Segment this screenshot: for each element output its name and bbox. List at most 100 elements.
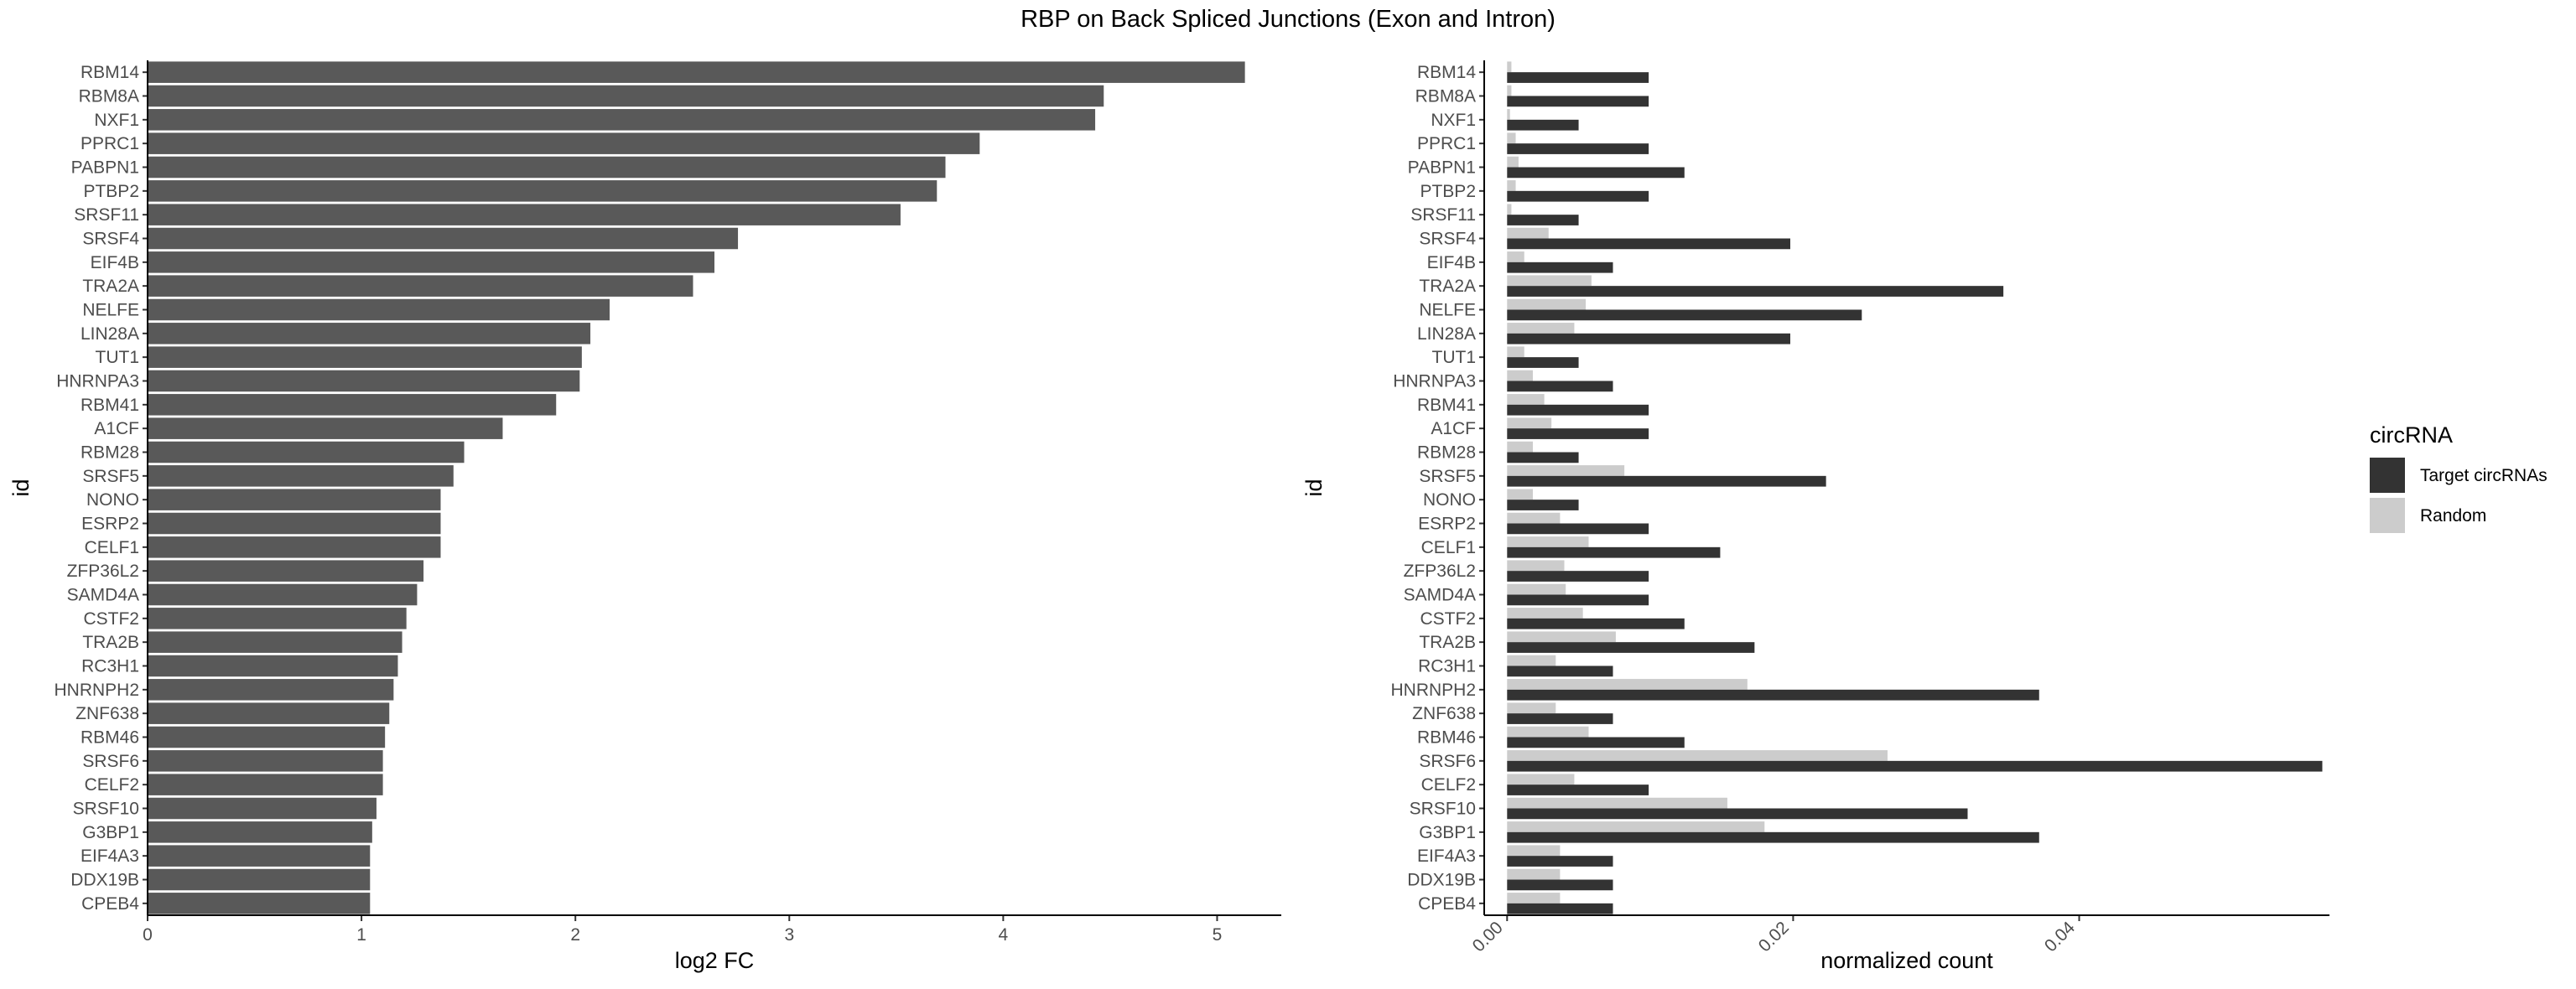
x-tick-label-0-04: 0.04 bbox=[2041, 918, 2079, 955]
x-tick-label-0: 0 bbox=[143, 925, 153, 945]
x-tick-label-4: 4 bbox=[999, 925, 1009, 945]
x-tick-label-0-02: 0.02 bbox=[1755, 918, 1793, 955]
bar-random-ptbp2 bbox=[1507, 180, 1516, 191]
bar-random-hnrnph2 bbox=[1507, 679, 1748, 690]
bar-target-rc3h1 bbox=[1507, 665, 1613, 677]
y-tick-label-srsf10: SRSF10 bbox=[73, 800, 139, 819]
bar-random-zfp36l2 bbox=[1507, 560, 1565, 572]
left-y-axis-title: id bbox=[8, 479, 34, 496]
y-tick-label-srsf6: SRSF6 bbox=[1419, 752, 1476, 771]
bar-log2fc-rbm28 bbox=[148, 441, 465, 463]
bar-log2fc-srsf5 bbox=[148, 465, 454, 487]
bar-target-a1cf bbox=[1507, 428, 1649, 439]
left-y-tick-labels: RBM14 RBM8A NXF1 PPRC1 PABPN1 PTBP2 SRSF11 SRSF… bbox=[54, 63, 148, 914]
bar-target-ddx19b bbox=[1507, 879, 1613, 891]
y-tick-label-srsf6: SRSF6 bbox=[82, 752, 139, 771]
bar-log2fc-nono bbox=[148, 489, 441, 510]
bar-target-tra2a bbox=[1507, 286, 2004, 297]
bar-log2fc-nxf1 bbox=[148, 109, 1096, 131]
y-tick-label-lin28a: LIN28A bbox=[80, 324, 139, 344]
bar-random-cstf2 bbox=[1507, 608, 1583, 619]
y-tick-label-hnrnpa3: HNRNPA3 bbox=[56, 372, 139, 391]
legend-title: circRNA bbox=[2370, 422, 2453, 448]
bar-log2fc-pabpn1 bbox=[148, 156, 946, 179]
y-tick-label-nelfe: NELFE bbox=[82, 301, 139, 320]
left-panel-log2fc: RBM14 RBM8A NXF1 PPRC1 PABPN1 PTBP2 SRSF11 SRSF… bbox=[8, 60, 1281, 973]
bar-target-lin28a bbox=[1507, 333, 1790, 344]
bar-random-rbm14 bbox=[1507, 61, 1512, 73]
y-tick-label-eif4a3: EIF4A3 bbox=[80, 847, 139, 866]
bar-log2fc-znf638 bbox=[148, 702, 390, 724]
bar-random-lin28a bbox=[1507, 323, 1575, 334]
y-tick-label-a1cf: A1CF bbox=[94, 419, 139, 438]
y-tick-label-eif4a3: EIF4A3 bbox=[1417, 847, 1476, 866]
bar-log2fc-cpeb4 bbox=[148, 893, 371, 914]
y-tick-label-pabpn1: PABPN1 bbox=[1408, 158, 1476, 178]
y-tick-label-hnrnpa3: HNRNPA3 bbox=[1393, 372, 1476, 391]
bar-log2fc-lin28a bbox=[148, 323, 591, 344]
y-tick-label-celf2: CELF2 bbox=[85, 775, 139, 795]
bar-random-rc3h1 bbox=[1507, 655, 1556, 666]
y-tick-label-rbm41: RBM41 bbox=[80, 396, 139, 415]
bar-target-cstf2 bbox=[1507, 618, 1685, 629]
y-tick-label-srsf4: SRSF4 bbox=[82, 230, 139, 249]
x-tick-label-3: 3 bbox=[784, 925, 794, 945]
bar-target-samd4a bbox=[1507, 594, 1649, 606]
y-tick-label-zfp36l2: ZFP36L2 bbox=[1404, 562, 1476, 581]
bar-target-tut1 bbox=[1507, 357, 1579, 368]
x-tick-label-0-00: 0.00 bbox=[1469, 918, 1507, 955]
bar-log2fc-cstf2 bbox=[148, 608, 407, 629]
y-tick-label-cstf2: CSTF2 bbox=[83, 609, 139, 629]
y-tick-label-tut1: TUT1 bbox=[96, 348, 140, 367]
left-x-tick-labels: 0 1 2 3 4 5 bbox=[143, 915, 1222, 945]
bar-random-rbm41 bbox=[1507, 394, 1545, 405]
bar-random-eif4b bbox=[1507, 251, 1524, 262]
y-tick-label-samd4a: SAMD4A bbox=[1404, 586, 1476, 605]
bar-target-hnrnph2 bbox=[1507, 689, 2039, 701]
y-tick-label-eif4b: EIF4B bbox=[1427, 253, 1476, 272]
bar-target-srsf11 bbox=[1507, 215, 1579, 225]
bar-target-nono bbox=[1507, 500, 1579, 510]
bar-random-tra2b bbox=[1507, 631, 1616, 643]
bar-random-znf638 bbox=[1507, 702, 1556, 714]
bar-log2fc-ptbp2 bbox=[148, 180, 937, 202]
y-tick-label-eif4b: EIF4B bbox=[91, 253, 139, 272]
y-tick-label-tut1: TUT1 bbox=[1432, 348, 1477, 367]
bar-log2fc-srsf11 bbox=[148, 204, 901, 225]
y-tick-label-g3bp1: G3BP1 bbox=[1419, 823, 1476, 842]
bar-log2fc-a1cf bbox=[148, 417, 503, 439]
bar-target-cpeb4 bbox=[1507, 903, 1613, 914]
bar-random-rbm28 bbox=[1507, 441, 1533, 453]
y-tick-label-tra2a: TRA2A bbox=[82, 277, 139, 296]
right-x-axis-title: normalized count bbox=[1820, 948, 1993, 973]
figure-title: RBP on Back Spliced Junctions (Exon and … bbox=[1021, 6, 1555, 33]
bar-target-ptbp2 bbox=[1507, 190, 1649, 202]
bar-random-srsf6 bbox=[1507, 750, 1888, 761]
y-tick-label-srsf5: SRSF5 bbox=[82, 467, 139, 486]
y-tick-label-rbm14: RBM14 bbox=[80, 63, 139, 82]
y-tick-label-hnrnph2: HNRNPH2 bbox=[1390, 681, 1476, 700]
bar-random-tut1 bbox=[1507, 346, 1524, 358]
bar-log2fc-rbm41 bbox=[148, 394, 557, 416]
left-bars bbox=[148, 61, 1245, 914]
y-tick-label-ddx19b: DDX19B bbox=[1407, 871, 1476, 890]
bar-target-eif4a3 bbox=[1507, 856, 1613, 867]
y-tick-label-rbm28: RBM28 bbox=[80, 443, 139, 463]
bar-log2fc-hnrnph2 bbox=[148, 679, 394, 701]
y-tick-label-srsf11: SRSF11 bbox=[1410, 205, 1476, 225]
left-x-axis-title: log2 FC bbox=[675, 948, 755, 973]
y-tick-label-tra2b: TRA2B bbox=[82, 633, 139, 652]
bar-log2fc-eif4a3 bbox=[148, 845, 371, 867]
y-tick-label-rbm46: RBM46 bbox=[80, 728, 139, 748]
bar-random-samd4a bbox=[1507, 583, 1566, 595]
y-tick-label-zfp36l2: ZFP36L2 bbox=[67, 562, 139, 581]
bar-target-nelfe bbox=[1507, 309, 1862, 321]
y-tick-label-celf1: CELF1 bbox=[1421, 538, 1476, 557]
y-tick-label-samd4a: SAMD4A bbox=[67, 586, 139, 605]
bar-log2fc-rc3h1 bbox=[148, 655, 398, 677]
bar-target-hnrnpa3 bbox=[1507, 381, 1613, 392]
y-tick-label-lin28a: LIN28A bbox=[1417, 324, 1476, 344]
bar-random-srsf4 bbox=[1507, 227, 1549, 239]
